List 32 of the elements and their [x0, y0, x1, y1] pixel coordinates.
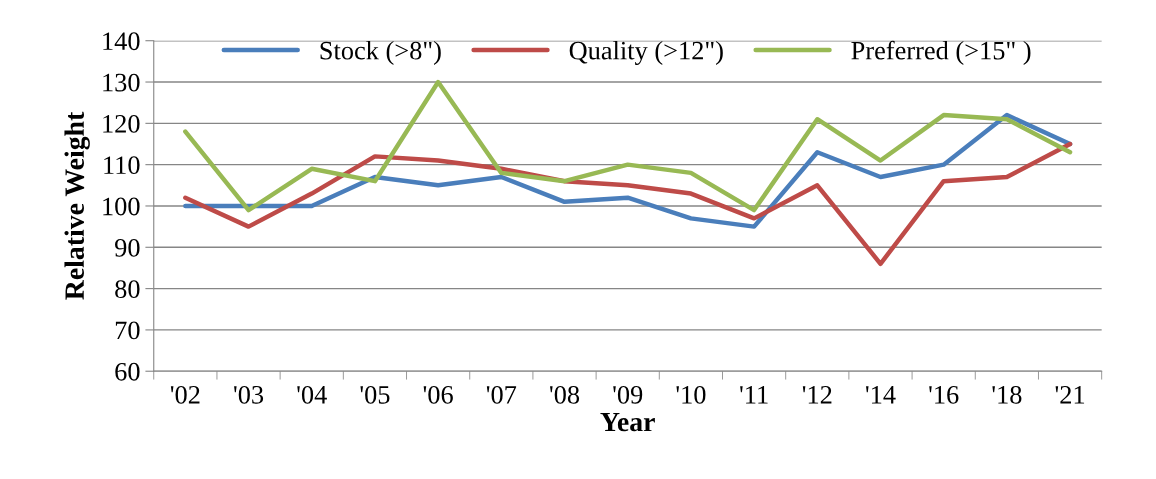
y-tick-label: 140 [103, 32, 140, 51]
legend-label: Quality (>12") [569, 40, 723, 65]
line-series [183, 112, 1073, 229]
x-tick-label: '05 [360, 385, 390, 404]
y-axis-title: Relative Weight [64, 111, 90, 300]
line-series [183, 79, 1073, 213]
x-tick-label: '03 [234, 385, 264, 404]
line-series [183, 141, 1073, 267]
y-tick-label: 70 [115, 321, 140, 340]
y-tick-label: 120 [103, 114, 140, 133]
x-tick-label: '16 [929, 385, 959, 404]
x-tick-label: '10 [676, 385, 706, 404]
x-tick-label: '04 [297, 385, 327, 404]
x-tick-label: '18 [992, 385, 1022, 404]
y-tick-label: 100 [103, 197, 140, 216]
x-tick-label: '09 [613, 385, 643, 404]
y-tick-label: 60 [115, 362, 140, 381]
x-tick-label: '11 [740, 386, 768, 404]
y-tick-label: 90 [115, 238, 140, 257]
x-tick-label: '12 [802, 385, 832, 404]
x-tick-label: '21 [1055, 385, 1085, 404]
legend-label: Stock (>8") [320, 40, 441, 65]
y-tick-label: 110 [104, 156, 140, 175]
x-tick-label: '02 [170, 385, 200, 404]
x-tick-label: '07 [486, 385, 517, 404]
x-tick-label: '06 [423, 385, 453, 404]
y-tick-label: 130 [103, 73, 140, 92]
x-tick-label: '08 [550, 385, 580, 404]
x-axis-title: Year [600, 412, 655, 432]
x-tick-label: '14 [866, 386, 896, 404]
legend-label: Preferred (>15" ) [851, 40, 1031, 65]
y-tick-label: 80 [115, 280, 140, 299]
